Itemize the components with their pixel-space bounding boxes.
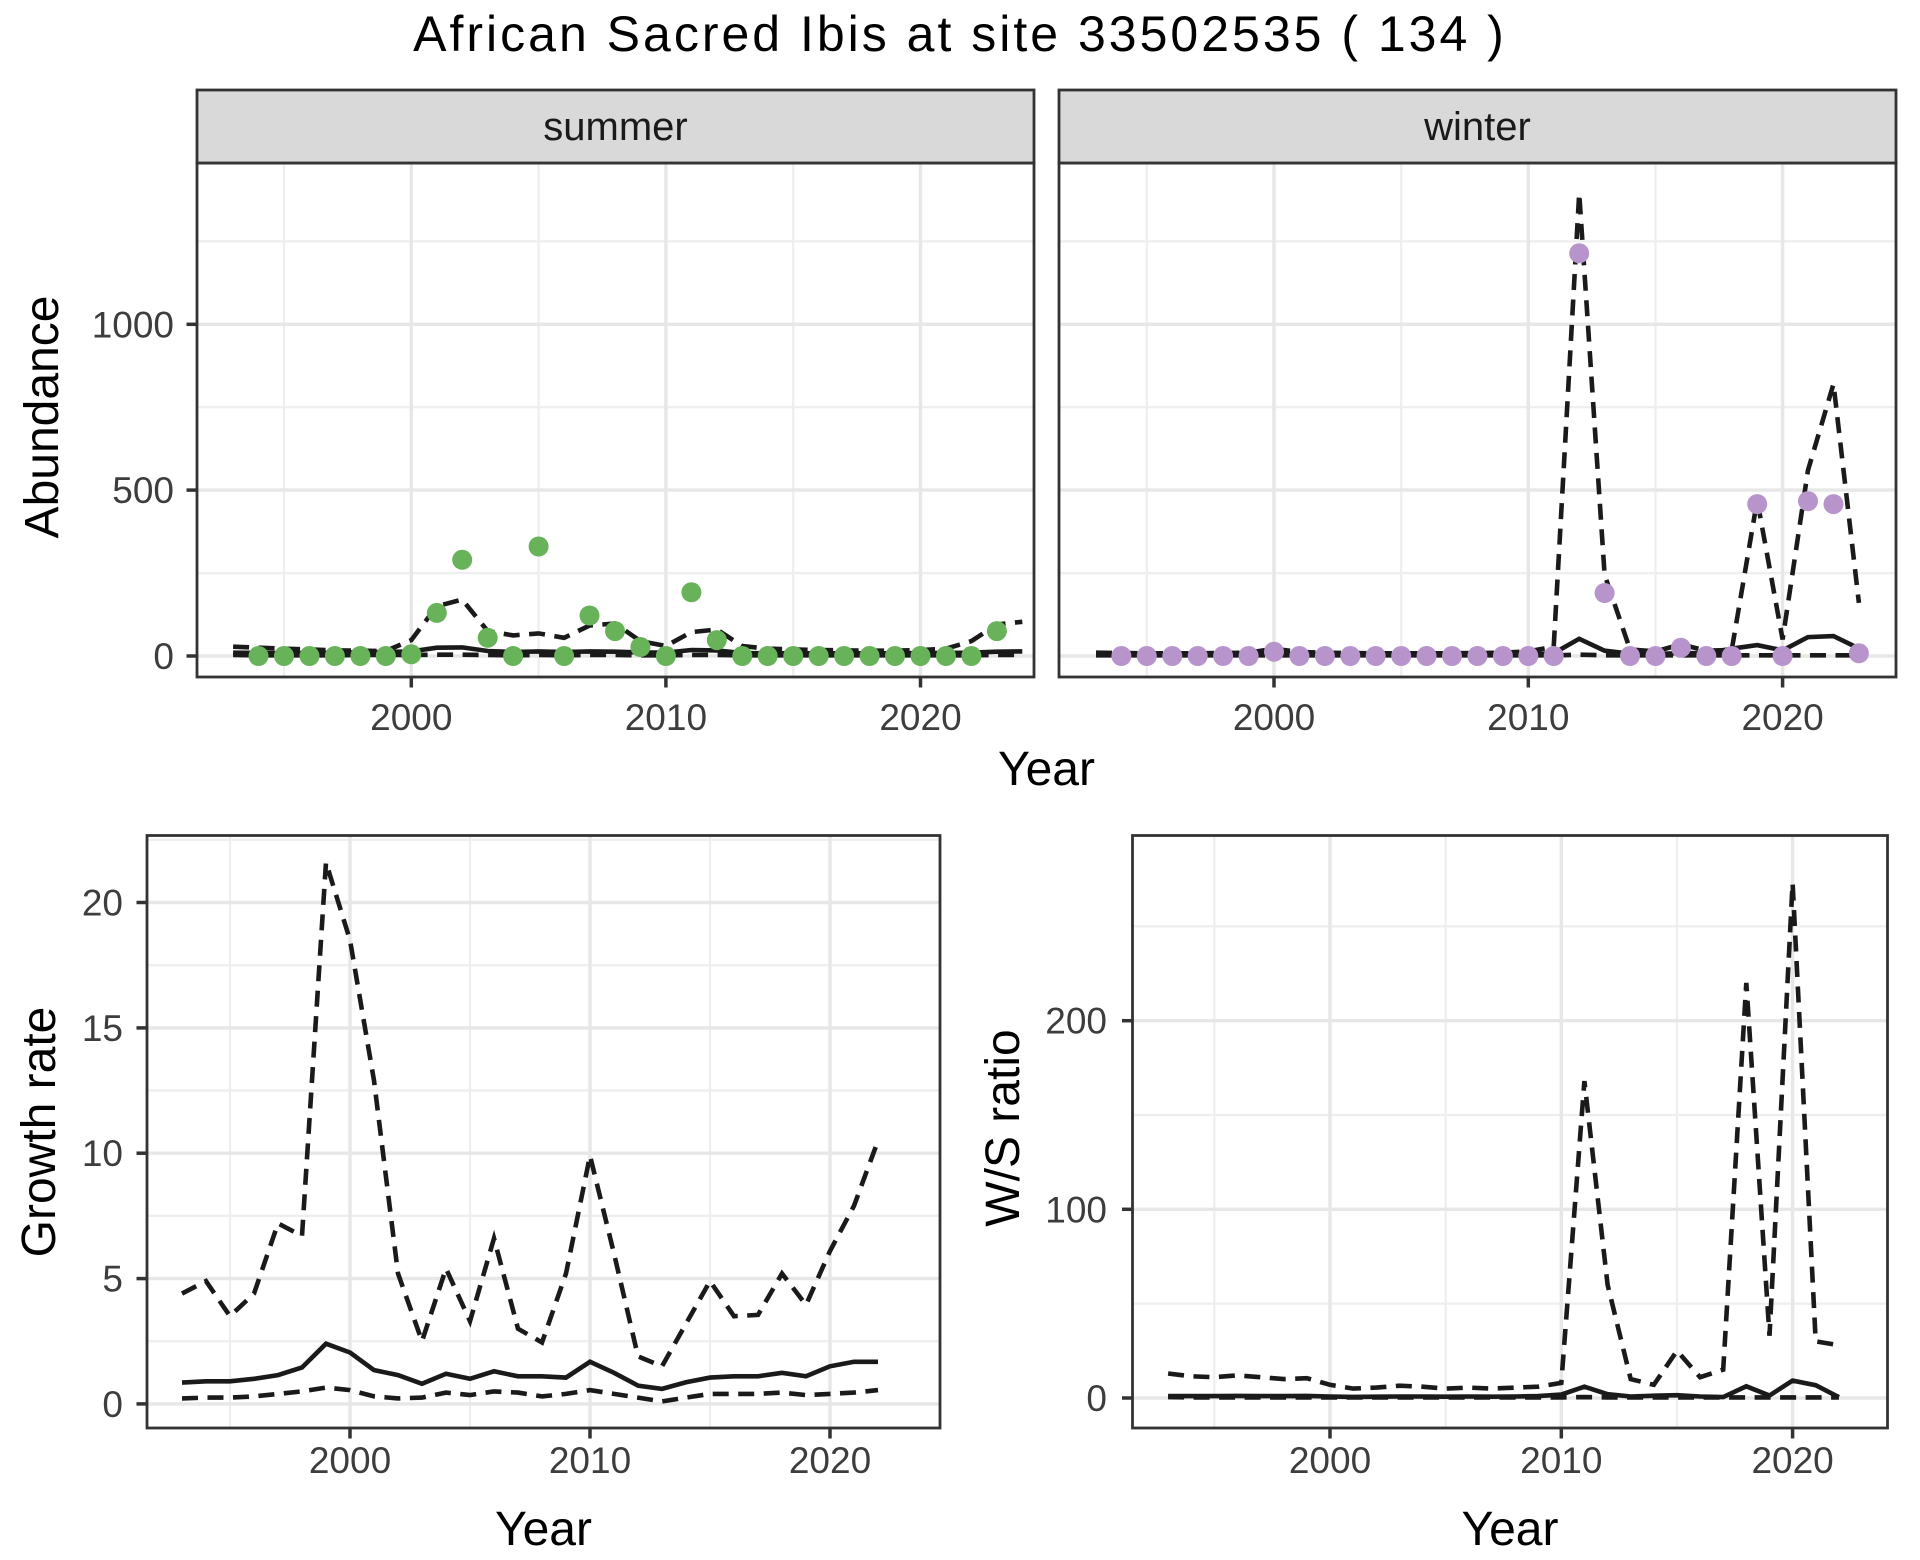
svg-text:Year: Year: [998, 743, 1095, 796]
svg-text:Abundance: Abundance: [16, 296, 69, 539]
svg-text:winter: winter: [1423, 105, 1531, 149]
svg-text:2000: 2000: [1233, 697, 1315, 738]
svg-text:Year: Year: [1462, 1503, 1559, 1556]
svg-text:2020: 2020: [789, 1440, 871, 1481]
svg-text:0: 0: [102, 1384, 123, 1425]
svg-text:0: 0: [1086, 1378, 1107, 1419]
svg-text:2020: 2020: [1751, 1440, 1833, 1481]
svg-text:W/S ratio: W/S ratio: [977, 1029, 1030, 1226]
svg-text:2010: 2010: [549, 1440, 631, 1481]
svg-text:20: 20: [82, 883, 123, 924]
svg-text:Year: Year: [495, 1503, 592, 1556]
svg-text:African Sacred Ibis at site 33: African Sacred Ibis at site 33502535 ( 1…: [413, 6, 1507, 62]
svg-text:2000: 2000: [370, 697, 452, 738]
svg-text:100: 100: [1045, 1189, 1107, 1230]
svg-text:5: 5: [102, 1259, 123, 1300]
svg-text:summer: summer: [543, 105, 687, 149]
svg-text:200: 200: [1045, 1001, 1107, 1042]
svg-text:500: 500: [112, 470, 174, 511]
svg-text:10: 10: [82, 1133, 123, 1174]
svg-text:2020: 2020: [1741, 697, 1823, 738]
svg-text:2000: 2000: [309, 1440, 391, 1481]
svg-text:Growth rate: Growth rate: [13, 1007, 66, 1258]
svg-text:1000: 1000: [92, 304, 174, 345]
svg-text:2010: 2010: [1520, 1440, 1602, 1481]
svg-text:2000: 2000: [1289, 1440, 1371, 1481]
svg-text:2020: 2020: [879, 697, 961, 738]
svg-text:2010: 2010: [1487, 697, 1569, 738]
svg-text:2010: 2010: [625, 697, 707, 738]
svg-text:15: 15: [82, 1008, 123, 1049]
svg-text:0: 0: [153, 636, 174, 677]
